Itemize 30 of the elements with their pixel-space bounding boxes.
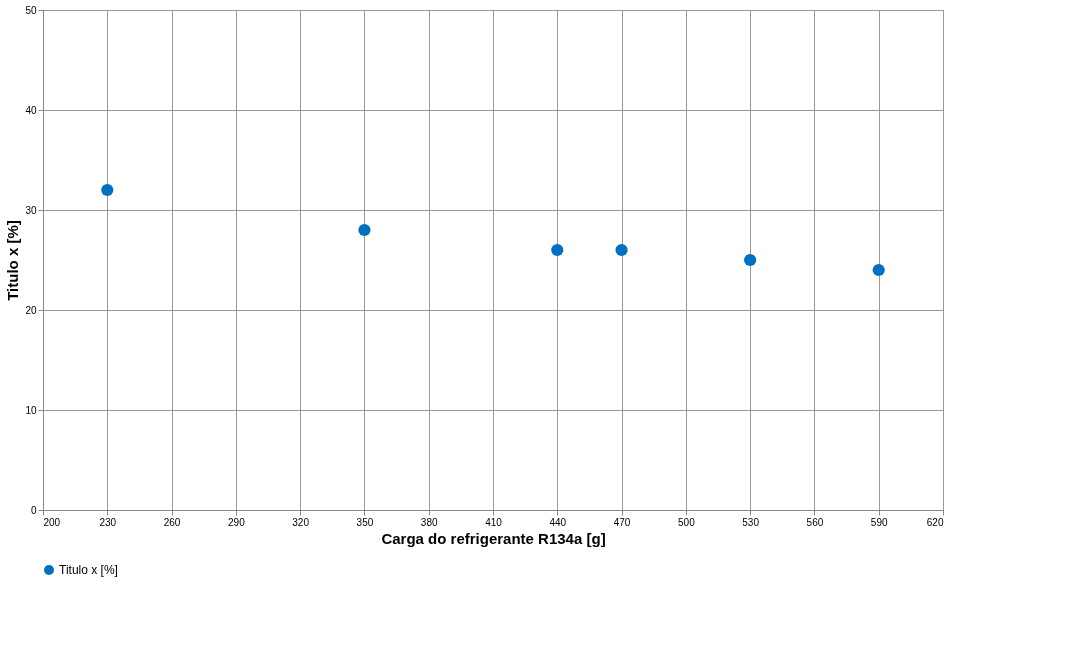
point [615, 243, 628, 257]
x-tick-label: 260 [163, 516, 181, 528]
x-axis-title: Carga do refrigerante R134a [g] [381, 529, 606, 547]
x-tick-label: 200 [43, 516, 61, 528]
y-tick-label: 50 [25, 4, 37, 16]
y-tick-label: 20 [25, 304, 37, 316]
x-tick-label: 350 [356, 516, 374, 528]
point [551, 243, 564, 257]
legend-label: Titulo x [%] [59, 563, 118, 577]
y-tick-label: 40 [25, 104, 37, 116]
x-tick-label: 320 [292, 516, 310, 528]
x-tick-label: 230 [99, 516, 117, 528]
x-tick-label: 290 [228, 516, 246, 528]
x-tick-label: 380 [420, 516, 438, 528]
y-axis-title: Titulo x [%] [4, 220, 22, 301]
y-tick-label: 0 [30, 504, 37, 516]
y-tick-label: 30 [25, 204, 37, 216]
x-tick-label: 590 [870, 516, 888, 528]
point [744, 253, 757, 267]
point [358, 223, 371, 237]
x-tick-label: 500 [678, 516, 696, 528]
x-tick-label: 470 [613, 516, 631, 528]
x-tick-label: 410 [485, 516, 503, 528]
point [101, 183, 114, 197]
x-tick-label: 440 [549, 516, 567, 528]
point [872, 263, 885, 277]
x-tick-label: 620 [926, 516, 944, 528]
x-tick-label: 530 [742, 516, 760, 528]
y-tick-label: 10 [25, 404, 37, 416]
x-tick-label: 560 [806, 516, 824, 528]
